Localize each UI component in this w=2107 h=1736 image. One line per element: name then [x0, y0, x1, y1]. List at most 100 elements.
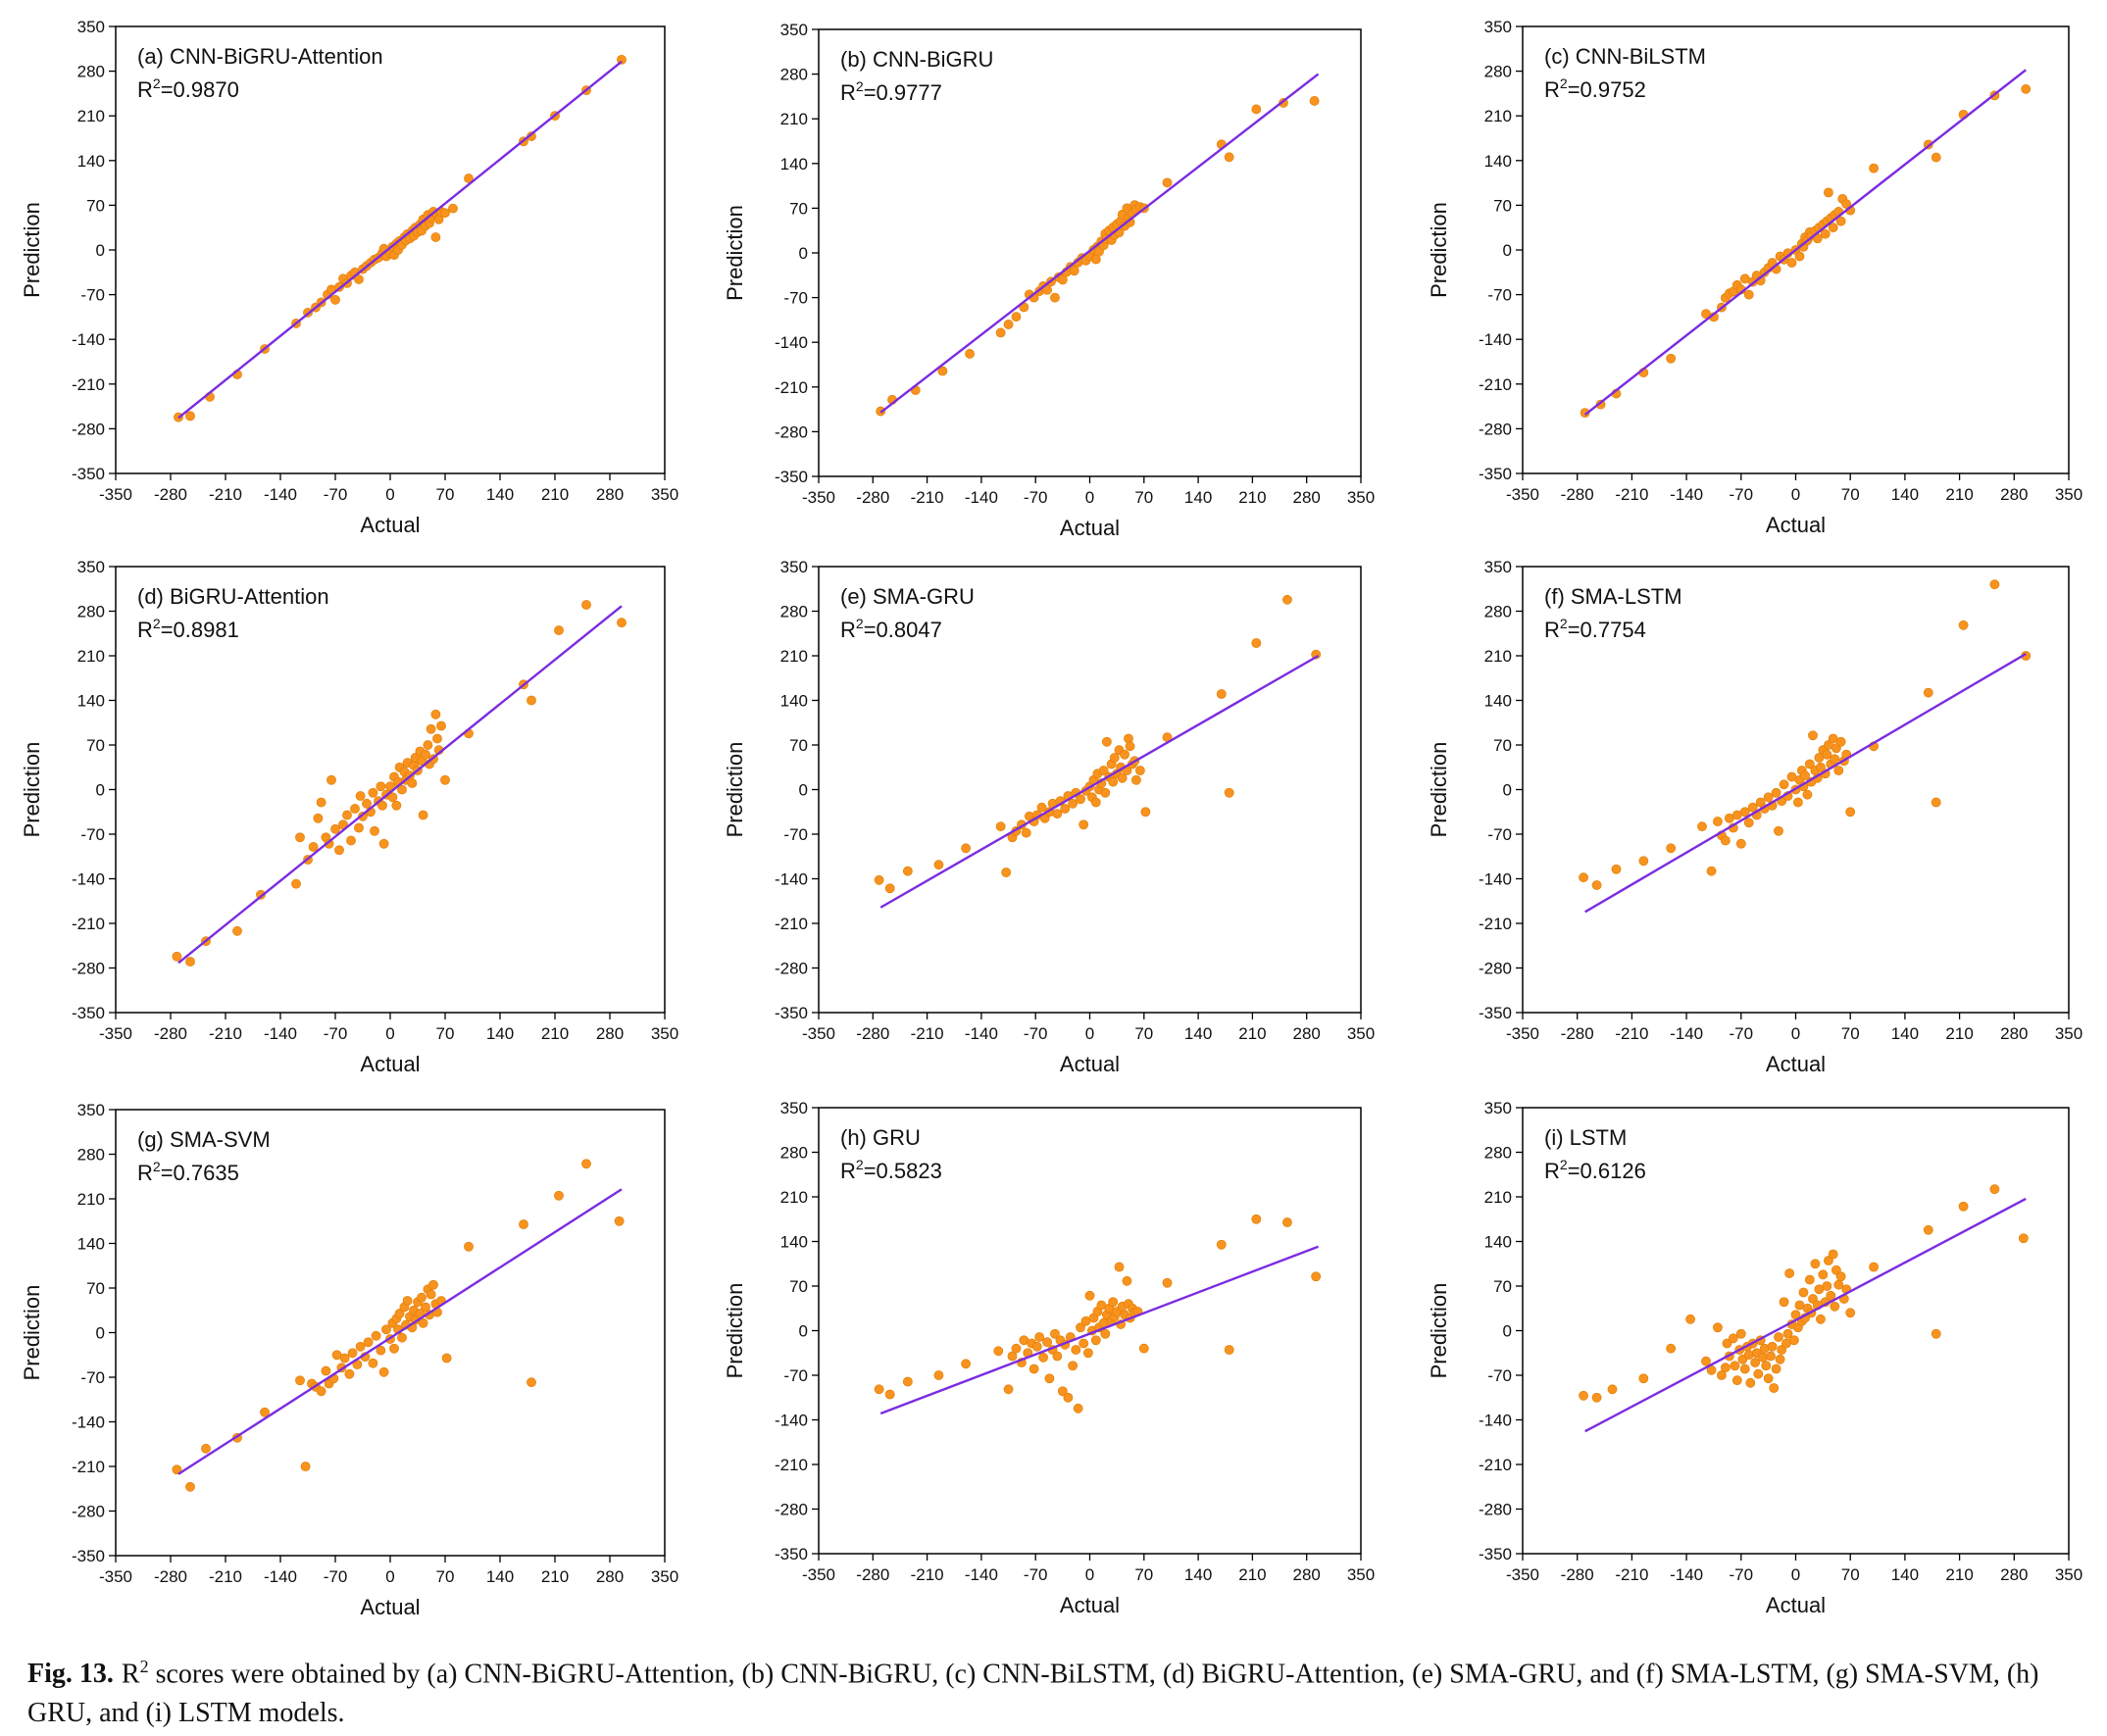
x-tick-label: 210: [1945, 1565, 1973, 1584]
data-point: [1224, 787, 1234, 798]
data-point: [1774, 1332, 1783, 1342]
data-point: [902, 1376, 913, 1387]
y-tick-label: -280: [775, 1501, 808, 1519]
data-point: [961, 1359, 971, 1369]
data-point: [1036, 802, 1047, 813]
r2-prefix: R: [1544, 1159, 1560, 1183]
data-point: [1079, 1338, 1089, 1349]
y-tick-label: 280: [780, 66, 808, 84]
data-layer: [172, 600, 627, 967]
data-point: [1607, 1384, 1618, 1395]
data-point: [371, 1330, 381, 1341]
data-point: [1731, 1375, 1742, 1386]
y-tick-label: -70: [1487, 1366, 1512, 1385]
y-tick-label: 0: [1503, 1322, 1512, 1341]
panel-title: (d) BiGRU-Attention: [137, 584, 329, 609]
data-point: [1739, 1364, 1750, 1374]
y-tick-label: -210: [775, 1456, 808, 1474]
data-layer: [1580, 69, 2032, 419]
y-tick-label: 280: [77, 63, 105, 81]
data-point: [430, 232, 441, 242]
x-tick-label: 140: [486, 485, 514, 504]
data-point: [334, 845, 344, 856]
x-tick-label: 70: [1134, 1565, 1153, 1584]
x-tick-label: -280: [1561, 485, 1594, 504]
y-tick-label: 210: [780, 110, 808, 128]
data-point: [1120, 749, 1129, 760]
data-point: [436, 720, 446, 731]
data-point: [1098, 766, 1109, 775]
data-point: [428, 1279, 438, 1290]
x-axis-label: Actual: [360, 1595, 420, 1619]
data-point: [1579, 872, 1588, 883]
data-point: [1216, 689, 1227, 699]
x-tick-label: 0: [1085, 1565, 1094, 1584]
data-point: [339, 1353, 350, 1364]
data-point: [1798, 1287, 1809, 1298]
r2-prefix: R: [1544, 618, 1560, 642]
x-tick-label: 140: [1891, 1024, 1919, 1043]
x-axis-label: Actual: [1060, 516, 1120, 540]
data-point: [1786, 258, 1797, 268]
x-tick-label: 280: [1293, 1024, 1321, 1043]
data-point: [1125, 741, 1135, 752]
data-point: [1989, 579, 2000, 590]
y-tick-label: -140: [1479, 330, 1512, 349]
x-tick-label: -280: [856, 1565, 889, 1584]
data-point: [1739, 807, 1750, 818]
data-point: [1794, 251, 1805, 262]
data-point: [1713, 817, 1723, 826]
y-tick-label: 0: [96, 1324, 105, 1343]
data-point: [421, 749, 430, 760]
data-point: [1804, 1274, 1815, 1285]
chart-panel-b: -350 -350 -280 -280 -210 -210 -140 -140 -70 -70 0 0…: [723, 21, 1375, 540]
data-point: [1011, 312, 1022, 322]
data-point: [342, 810, 352, 820]
data-point: [1800, 770, 1810, 781]
x-tick-label: -140: [264, 1567, 297, 1586]
x-tick-label: 350: [651, 1024, 678, 1043]
r2-value: =0.5823: [864, 1159, 942, 1183]
x-tick-label: 70: [1841, 1024, 1860, 1043]
data-point: [1068, 798, 1079, 809]
data-point: [1759, 1343, 1770, 1354]
data-point: [1084, 1290, 1095, 1301]
x-tick-label: -350: [802, 1024, 835, 1043]
y-tick-label: 140: [1484, 1233, 1512, 1252]
x-tick-label: -140: [965, 1565, 998, 1584]
y-tick-label: -280: [72, 1503, 105, 1521]
x-tick-label: 350: [2055, 1565, 2082, 1584]
data-point: [172, 1464, 182, 1475]
y-tick-label: -70: [1487, 825, 1512, 844]
r2-prefix: R: [137, 1161, 153, 1185]
data-point: [1079, 819, 1089, 830]
fit-line: [1583, 69, 2027, 417]
x-axis-label: Actual: [360, 513, 420, 537]
r2-annotation: R2=0.7635: [137, 1159, 239, 1185]
x-tick-label: -210: [209, 1567, 242, 1586]
data-point: [1830, 1301, 1840, 1312]
y-tick-label: -350: [775, 1545, 808, 1563]
y-tick-label: 350: [780, 21, 808, 39]
data-point: [1769, 1383, 1780, 1393]
y-tick-label: 210: [1484, 107, 1512, 125]
y-tick-label: -350: [1479, 465, 1512, 483]
data-point: [1122, 1275, 1132, 1286]
data-point: [418, 1317, 428, 1328]
data-point: [1820, 228, 1831, 239]
r2-value: =0.9777: [864, 80, 942, 105]
x-tick-label: -70: [1024, 1565, 1048, 1584]
data-point: [1747, 802, 1758, 813]
data-point: [440, 208, 450, 219]
data-point: [1638, 1373, 1649, 1384]
data-point: [993, 1346, 1004, 1357]
data-point: [185, 1481, 195, 1492]
x-axis-label: Actual: [1766, 513, 1826, 537]
data-point: [1666, 353, 1677, 364]
data-point: [441, 1353, 452, 1364]
y-tick-label: -350: [72, 1004, 105, 1022]
fit-line: [879, 654, 1320, 909]
data-point: [1038, 1352, 1048, 1363]
y-tick-label: 0: [96, 781, 105, 800]
